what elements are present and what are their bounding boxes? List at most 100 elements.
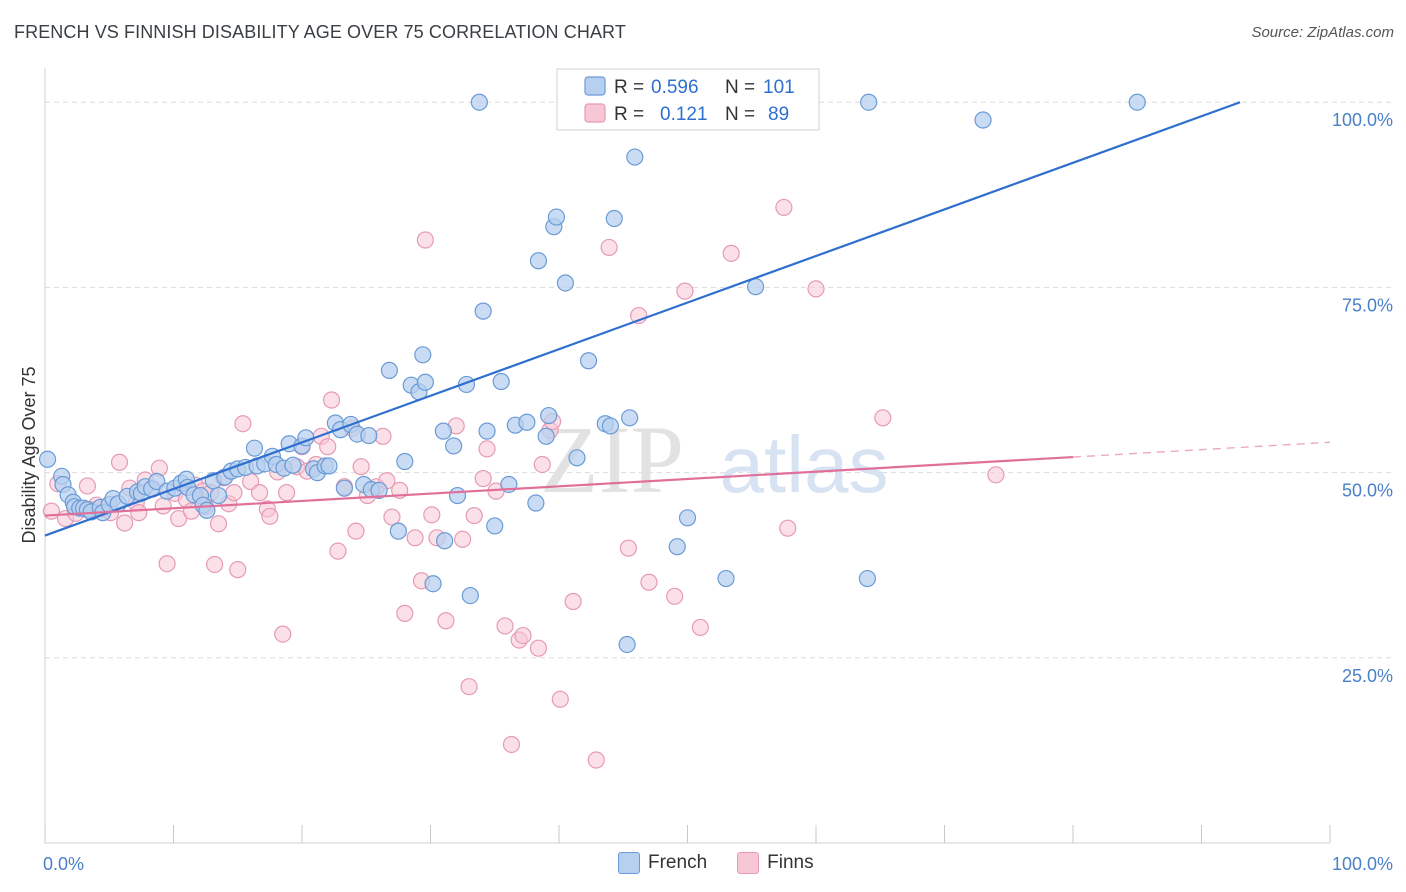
french-point [568, 449, 586, 467]
finns-point [437, 612, 455, 630]
finns-point [564, 592, 582, 611]
finns-point [170, 509, 188, 528]
french-point [414, 346, 432, 364]
french-point [470, 93, 488, 111]
finns-point [352, 458, 370, 476]
french-point [335, 479, 354, 497]
french-point [360, 426, 378, 445]
source-credit: Source: ZipAtlas.com [1251, 24, 1394, 41]
french-point [974, 111, 992, 129]
french-point [370, 481, 388, 499]
finns-point [587, 751, 605, 769]
finns-point [322, 391, 341, 409]
finns-point [274, 625, 292, 643]
finns-point [329, 542, 347, 560]
finns-point [229, 561, 247, 579]
french-point [38, 450, 57, 468]
trend-lines [44, 101, 1331, 537]
legend-swatch-finns [737, 852, 760, 874]
french-point [492, 372, 510, 391]
finns-point [406, 529, 424, 547]
legend-r-value-finns: 0.121 [660, 104, 708, 125]
tick-labels: 25.0% 50.0% 75.0% 100.0% 0.0% 100.0% [43, 110, 1393, 874]
finns-point [474, 469, 492, 488]
french-point [668, 538, 686, 556]
legend-label-finns: Finns [767, 852, 814, 873]
finns-point [551, 690, 569, 708]
legend-r-value-french: 0.596 [651, 77, 699, 98]
finns-point [158, 555, 176, 573]
finns-point [319, 438, 337, 456]
legend-r-label-french: R = [614, 77, 644, 98]
finns-point [154, 497, 172, 515]
french-point [618, 635, 636, 654]
french-point [579, 352, 598, 370]
finns-point [533, 455, 551, 474]
finns-point [600, 238, 618, 257]
finns-point [209, 515, 228, 533]
french-point [601, 417, 620, 435]
legend-item-french[interactable]: French [618, 852, 707, 874]
y-tick-label: 100.0% [1332, 110, 1393, 130]
french-point [380, 361, 398, 379]
x-tick-label-min: 0.0% [43, 854, 84, 874]
french-point [434, 422, 452, 440]
finns-point [454, 530, 472, 548]
x-tick-label-max: 100.0% [1332, 854, 1393, 874]
french-point [540, 406, 558, 425]
finns-point [42, 502, 61, 520]
axes [44, 68, 1331, 844]
finns-point [874, 409, 892, 427]
legend-n-label-french: N = [725, 77, 755, 98]
french-point [605, 209, 623, 228]
french-point [518, 413, 536, 431]
french-point [448, 486, 467, 505]
finns-point [416, 231, 434, 249]
legend-n-value-finns: 89 [768, 104, 789, 125]
finns-trend-extension [1072, 441, 1331, 458]
chart-title: FRENCH VS FINNISH DISABILITY AGE OVER 75… [14, 22, 626, 42]
legend-swatch-finns [584, 103, 606, 123]
french-point [547, 208, 566, 226]
legend-swatch-french [584, 76, 606, 96]
legend-item-finns[interactable]: Finns [737, 852, 814, 874]
finns-point [779, 519, 797, 537]
stats-legend: R = 0.596 N = 101 R = 0.121 N = 89 [556, 68, 820, 131]
french-point [1128, 93, 1146, 111]
finns-point [130, 504, 148, 522]
finns-point [234, 415, 252, 433]
french-point [858, 569, 877, 588]
watermark-atlas: atlas [720, 420, 889, 509]
finns-point [383, 508, 401, 526]
legend-swatch-french [618, 852, 640, 874]
french-point [245, 439, 264, 457]
finns-point [807, 280, 825, 298]
french-point [474, 302, 492, 320]
watermark: ZIP atlas [540, 406, 888, 513]
y-axis-label: Disability Age Over 75 [19, 366, 39, 543]
finns-point [496, 617, 514, 635]
finns-point [250, 484, 269, 502]
french-point [678, 509, 697, 527]
french-point [320, 457, 338, 475]
french-point [445, 437, 463, 455]
finns-point [619, 539, 637, 557]
french-point [424, 575, 442, 593]
french-point [626, 148, 644, 166]
finns-point [116, 514, 134, 532]
french-point [416, 373, 434, 391]
y-tick-label: 75.0% [1342, 295, 1393, 315]
french-point [527, 494, 545, 512]
french-point [537, 427, 555, 445]
finns-point [110, 453, 129, 471]
french-points [38, 93, 1146, 654]
finns-point [691, 618, 709, 637]
y-tick-label: 50.0% [1342, 481, 1393, 501]
french-point [209, 486, 228, 505]
finns-point [277, 484, 296, 502]
legend-n-value-french: 101 [763, 77, 795, 98]
finns-point [987, 466, 1005, 484]
finns-point [460, 678, 478, 696]
finns-point [465, 506, 483, 525]
french-point [461, 586, 479, 605]
